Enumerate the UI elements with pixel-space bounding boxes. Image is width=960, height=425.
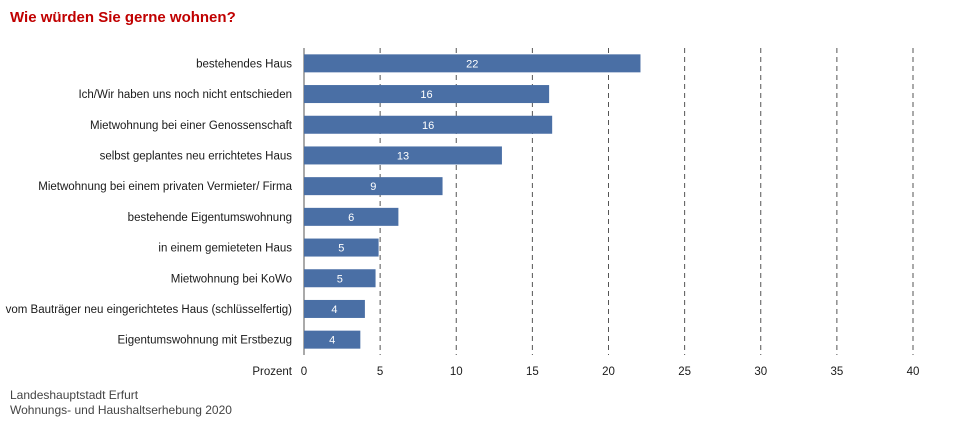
bar-value-label: 6 (348, 212, 354, 224)
bars: 22 16 16 13 9 6 5 5 4 4 (304, 54, 641, 349)
bar-value-label: 5 (337, 273, 343, 285)
bar (304, 54, 641, 73)
x-tick-label: 25 (678, 366, 691, 378)
category-label: Mietwohnung bei einer Genossenschaft (90, 120, 293, 132)
bar (304, 207, 399, 226)
category-labels: bestehendes Haus Ich/Wir haben uns noch n… (6, 58, 293, 346)
grid-lines (303, 48, 914, 355)
bar-value-label: 22 (466, 58, 478, 70)
x-tick-label: 30 (754, 366, 767, 378)
bar (304, 299, 365, 318)
category-label: selbst geplantes neu errichtetes Haus (100, 150, 293, 162)
category-label: Mietwohnung bei KoWo (171, 273, 292, 285)
x-tick-label: 40 (907, 366, 920, 378)
x-tick-label: 10 (450, 366, 463, 378)
bar (304, 238, 379, 257)
category-label: vom Bauträger neu eingerichtetes Haus (s… (6, 304, 293, 316)
chart-title: Wie würden Sie gerne wohnen? (10, 9, 236, 26)
category-label: in einem gemieteten Haus (158, 243, 292, 255)
category-label: Mietwohnung bei einem privaten Vermieter… (38, 181, 292, 193)
bar (304, 85, 550, 104)
footer: Landeshauptstadt Erfurt Wohnungs- und Ha… (10, 388, 232, 418)
bar-value-label: 16 (420, 89, 432, 101)
bar-value-label: 13 (397, 150, 409, 162)
category-label: bestehendes Haus (196, 58, 292, 70)
bar-value-label: 4 (331, 304, 337, 316)
x-tick-label: 35 (830, 366, 843, 378)
footer-source: Landeshauptstadt Erfurt (10, 388, 139, 402)
bar (304, 269, 376, 288)
bar-value-label: 16 (422, 120, 434, 132)
x-axis-label: Prozent (252, 366, 292, 378)
category-label: Eigentumswohnung mit Erstbezug (117, 335, 292, 347)
bar-value-label: 5 (338, 243, 344, 255)
x-tick-label: 15 (526, 366, 539, 378)
bar (304, 146, 502, 165)
x-tick-label: 5 (377, 366, 383, 378)
category-label: Ich/Wir haben uns noch nicht entschieden (78, 89, 292, 101)
bar-value-label: 9 (370, 181, 376, 193)
x-axis-ticks: 0 5 10 15 20 25 30 35 40 (301, 366, 920, 378)
x-tick-label: 0 (301, 366, 307, 378)
bar (304, 330, 361, 349)
footer-survey: Wohnungs- und Haushaltserhebung 2020 (10, 403, 232, 417)
bar-value-label: 4 (329, 335, 335, 347)
bar (304, 177, 443, 196)
bar (304, 115, 553, 134)
category-label: bestehende Eigentumswohnung (128, 212, 292, 224)
x-tick-label: 20 (602, 366, 615, 378)
